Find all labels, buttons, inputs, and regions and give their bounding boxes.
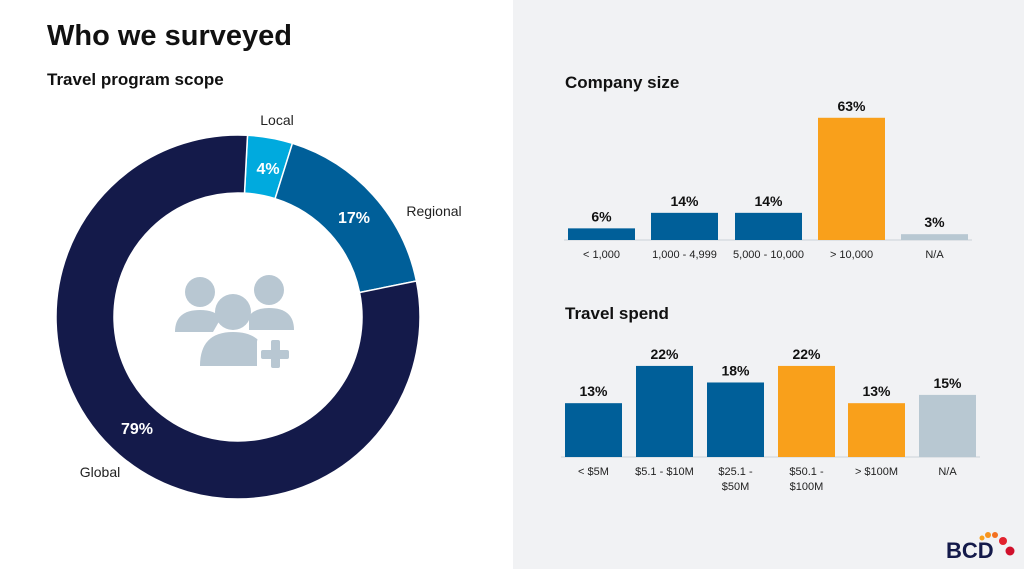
category-label: $50.1 - (789, 466, 824, 478)
page-title: Who we surveyed (47, 20, 292, 52)
category-label: $100M (790, 481, 824, 493)
right-panel (513, 0, 1024, 569)
scope-title: Travel program scope (47, 70, 224, 89)
bar-value-label: 14% (670, 193, 699, 209)
bar (848, 403, 905, 457)
donut-label-local: Local (260, 112, 294, 128)
donut-slice-global (55, 134, 421, 500)
category-label: > $100M (855, 466, 898, 478)
donut-value-global: 79% (120, 421, 154, 438)
bar (735, 212, 802, 240)
svg-text:BCD: BCD (946, 538, 994, 563)
bar-value-label: 13% (862, 383, 891, 399)
category-label: N/A (925, 249, 944, 261)
category-label: < $5M (578, 466, 609, 478)
bar (651, 212, 718, 240)
bar (901, 234, 968, 240)
people-group-add-icon (175, 275, 294, 370)
category-label: $50M (722, 481, 750, 493)
bar (568, 228, 635, 240)
bar (707, 382, 764, 457)
bar-value-label: 13% (579, 383, 608, 399)
bar-value-label: 22% (792, 346, 821, 362)
category-label: > 10,000 (830, 249, 873, 261)
bar (818, 117, 885, 240)
bar-value-label: 3% (924, 214, 945, 230)
bar-value-label: 6% (591, 208, 612, 224)
bar-value-label: 18% (721, 362, 750, 378)
bar (636, 365, 693, 457)
bar-value-label: 63% (837, 98, 866, 114)
category-label: $25.1 - (718, 466, 753, 478)
bar-value-label: 15% (933, 375, 962, 391)
bar (919, 394, 976, 457)
category-label: 1,000 - 4,999 (652, 249, 717, 261)
bar (565, 403, 622, 457)
bcd-logo: BCD (946, 532, 1015, 563)
donut-label-regional: Regional (406, 203, 462, 219)
donut-label-global: Global (79, 464, 121, 480)
category-label: < 1,000 (583, 249, 620, 261)
donut-value-regional: 17% (337, 210, 371, 227)
category-label: N/A (938, 466, 957, 478)
bar (778, 365, 835, 457)
bar-value-label: 14% (754, 193, 783, 209)
bar-value-label: 22% (650, 346, 679, 362)
category-label: $5.1 - $10M (635, 466, 694, 478)
travel-spend-title: Travel spend (565, 304, 669, 323)
donut-value-local: 4% (256, 161, 280, 178)
company-size-title: Company size (565, 73, 680, 92)
category-label: 5,000 - 10,000 (733, 249, 804, 261)
